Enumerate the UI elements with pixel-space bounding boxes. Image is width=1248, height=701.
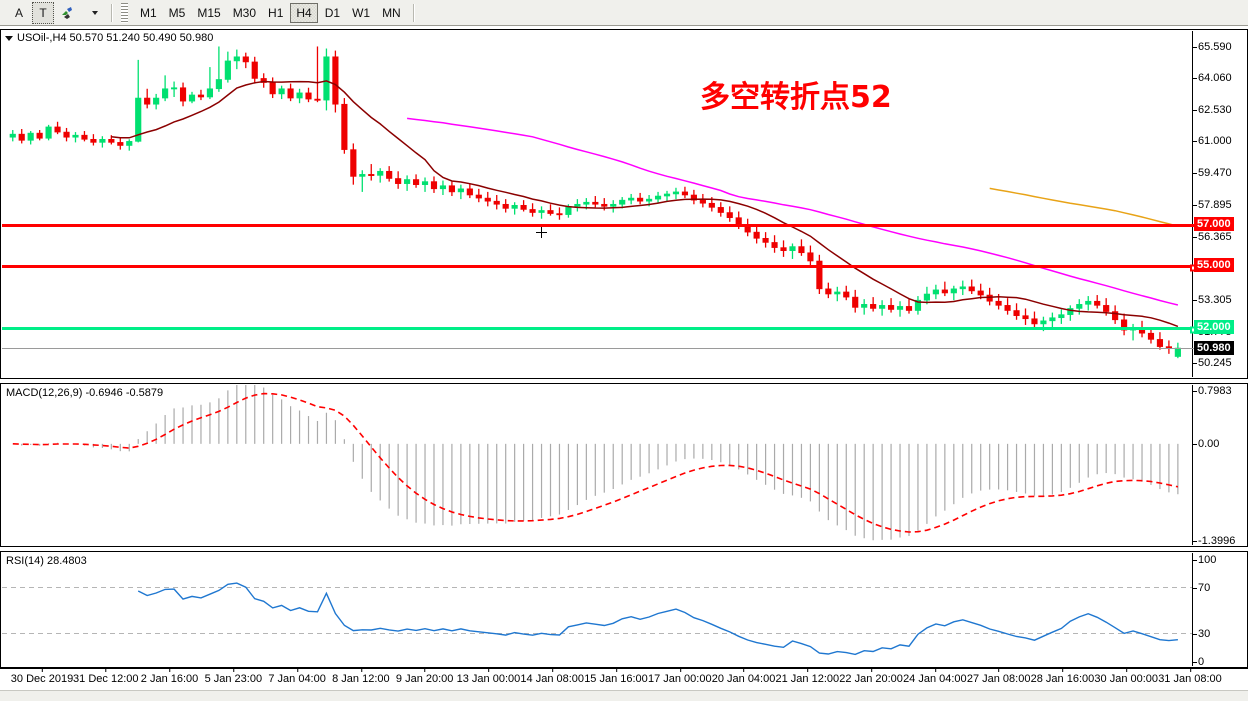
- label-tool-button[interactable]: T: [32, 1, 54, 24]
- price-y-tick: 64.060: [1193, 72, 1232, 85]
- date-tick: 31 Jan 08:00: [1158, 668, 1222, 685]
- macd-panel[interactable]: MACD(12,26,9) -0.6946 -0.5879 0.7983 0.00…: [0, 383, 1248, 547]
- macd-y-tick: 0.00: [1192, 437, 1220, 450]
- timeframe-d1[interactable]: D1: [320, 3, 345, 23]
- timeframe-label: M15: [197, 5, 221, 20]
- timeframe-w1[interactable]: W1: [347, 3, 375, 23]
- rsi-y-tick: 100: [1192, 554, 1217, 566]
- price-y-tick: 59.470: [1193, 166, 1232, 179]
- price-plot-area[interactable]: [2, 31, 1194, 377]
- toolbar-divider: [111, 3, 113, 22]
- date-tick: 31 Dec 12:00: [73, 668, 139, 685]
- macd-y-tick: -1.3996: [1192, 535, 1236, 547]
- price-level-label: 55.000: [1194, 258, 1234, 273]
- date-tick: 22 Jan 20:00: [839, 668, 903, 685]
- date-tick: 15 Jan 16:00: [584, 668, 648, 685]
- price-y-tick: 57.895: [1193, 199, 1232, 212]
- chart-annotation-text: 多空转折点52: [700, 80, 892, 115]
- price-level-label: 57.000: [1194, 216, 1234, 231]
- level-drag-handle[interactable]: [1190, 264, 1194, 272]
- date-tick: 17 Jan 00:00: [647, 668, 712, 685]
- toolbar-drag-handle[interactable]: [121, 2, 128, 23]
- chevron-down-icon: [91, 10, 98, 15]
- rsi-y-tick: 0: [1192, 656, 1205, 668]
- price-level-line[interactable]: [2, 264, 1194, 272]
- toolbar-divider-2: [412, 3, 415, 22]
- date-tick: 28 Jan 16:00: [1030, 668, 1095, 685]
- timeframe-m1[interactable]: M1: [135, 3, 162, 23]
- price-y-tick: 61.000: [1193, 135, 1232, 148]
- chart-menu-triangle-icon[interactable]: [5, 35, 13, 41]
- last-price-label: 50.980: [1194, 341, 1234, 356]
- macd-svg: [12, 385, 1179, 541]
- date-tick: 2 Jan 16:00: [140, 668, 199, 685]
- price-level-line[interactable]: [2, 326, 1194, 334]
- price-y-tick: 65.590: [1193, 40, 1232, 53]
- symbol-header-text: USOil-,H4 50.570 51.240 50.490 50.980: [17, 32, 214, 44]
- date-tick: 13 Jan 00:00: [456, 668, 521, 685]
- date-tick: 30 Dec 2019: [10, 668, 74, 685]
- date-tick: 20 Jan 04:00: [711, 668, 776, 685]
- rsi-svg: [2, 582, 1194, 656]
- timeframe-label: D1: [324, 5, 341, 20]
- shapes-dropdown-button[interactable]: [82, 2, 104, 24]
- date-tick: 8 Jan 12:00: [332, 668, 390, 685]
- timeframe-h1[interactable]: H1: [263, 3, 288, 23]
- price-chart-panel[interactable]: 65.590 64.060 62.530 61.000 59.470 57.895 56.3…: [0, 29, 1248, 379]
- rsi-y-tick: 30: [1192, 627, 1211, 640]
- rsi-panel[interactable]: RSI(14) 28.4803 100 70 30 0: [0, 551, 1248, 668]
- date-tick: 30 Jan 00:00: [1094, 668, 1159, 685]
- timeframe-label: MN: [382, 5, 401, 20]
- rsi-y-axis[interactable]: 100 70 30 0: [1192, 553, 1246, 668]
- timeframe-label: M30: [232, 5, 257, 20]
- rsi-plot-area[interactable]: [2, 553, 1194, 666]
- price-y-tick: 56.365: [1193, 230, 1232, 243]
- price-y-tick: 62.530: [1193, 103, 1232, 116]
- timeframe-group: M1 M5 M15 M30 H1 H4 D1 W1 MN: [134, 2, 407, 23]
- date-tick: 9 Jan 20:00: [395, 668, 454, 685]
- timeframe-label: M5: [168, 5, 186, 20]
- date-tick: 27 Jan 08:00: [966, 668, 1031, 685]
- price-level-line[interactable]: [2, 223, 1194, 227]
- text-tool-button[interactable]: A: [8, 2, 30, 24]
- level-drag-handle[interactable]: [1190, 326, 1194, 334]
- symbol-header: USOil-,H4 50.570 51.240 50.490 50.980: [5, 32, 213, 44]
- date-tick: 21 Jan 12:00: [775, 668, 840, 685]
- macd-plot-area[interactable]: [2, 385, 1194, 545]
- label-tool-label: T: [39, 5, 47, 20]
- toolbar: A T M1 M5 M15 M30 H1 H4 D1 W1 MN: [0, 0, 1248, 26]
- rsi-label: RSI(14) 28.4803: [6, 555, 87, 567]
- timeframe-label: H4: [296, 5, 312, 20]
- date-tick: 7 Jan 04:00: [268, 668, 326, 685]
- macd-y-axis[interactable]: 0.7983 0.00 -1.3996: [1192, 385, 1246, 547]
- date-axis[interactable]: 30 Dec 2019 31 Dec 12:00 2 Jan 16:00 5 Jan …: [0, 668, 1248, 690]
- timeframe-label: H1: [268, 5, 284, 20]
- price-y-axis[interactable]: 65.590 64.060 62.530 61.000 59.470 57.895 56.3…: [1192, 31, 1246, 377]
- date-tick: 14 Jan 08:00: [520, 668, 585, 685]
- timeframe-h4[interactable]: H4: [290, 2, 318, 23]
- timeframe-m30[interactable]: M30: [228, 3, 261, 23]
- macd-y-tick: 0.7983: [1193, 385, 1232, 397]
- status-bar: [0, 690, 1248, 701]
- text-tool-label: A: [14, 5, 23, 20]
- timeframe-m15[interactable]: M15: [192, 3, 225, 23]
- macd-label: MACD(12,26,9) -0.6946 -0.5879: [6, 387, 164, 399]
- price-y-tick: 50.245: [1193, 357, 1232, 370]
- timeframe-mn[interactable]: MN: [377, 3, 406, 23]
- timeframe-label: M1: [140, 5, 157, 20]
- price-candlestick-svg: [9, 46, 1181, 359]
- rsi-y-tick: 70: [1192, 581, 1211, 594]
- timeframe-m5[interactable]: M5: [164, 3, 191, 23]
- last-price-line: [2, 348, 1194, 350]
- price-y-tick: 53.305: [1193, 294, 1232, 307]
- timeframe-label: W1: [352, 5, 371, 20]
- shapes-icon[interactable]: [56, 2, 80, 24]
- date-tick: 24 Jan 04:00: [903, 668, 967, 685]
- date-tick: 5 Jan 23:00: [204, 668, 263, 685]
- price-level-label: 52.000: [1194, 320, 1234, 335]
